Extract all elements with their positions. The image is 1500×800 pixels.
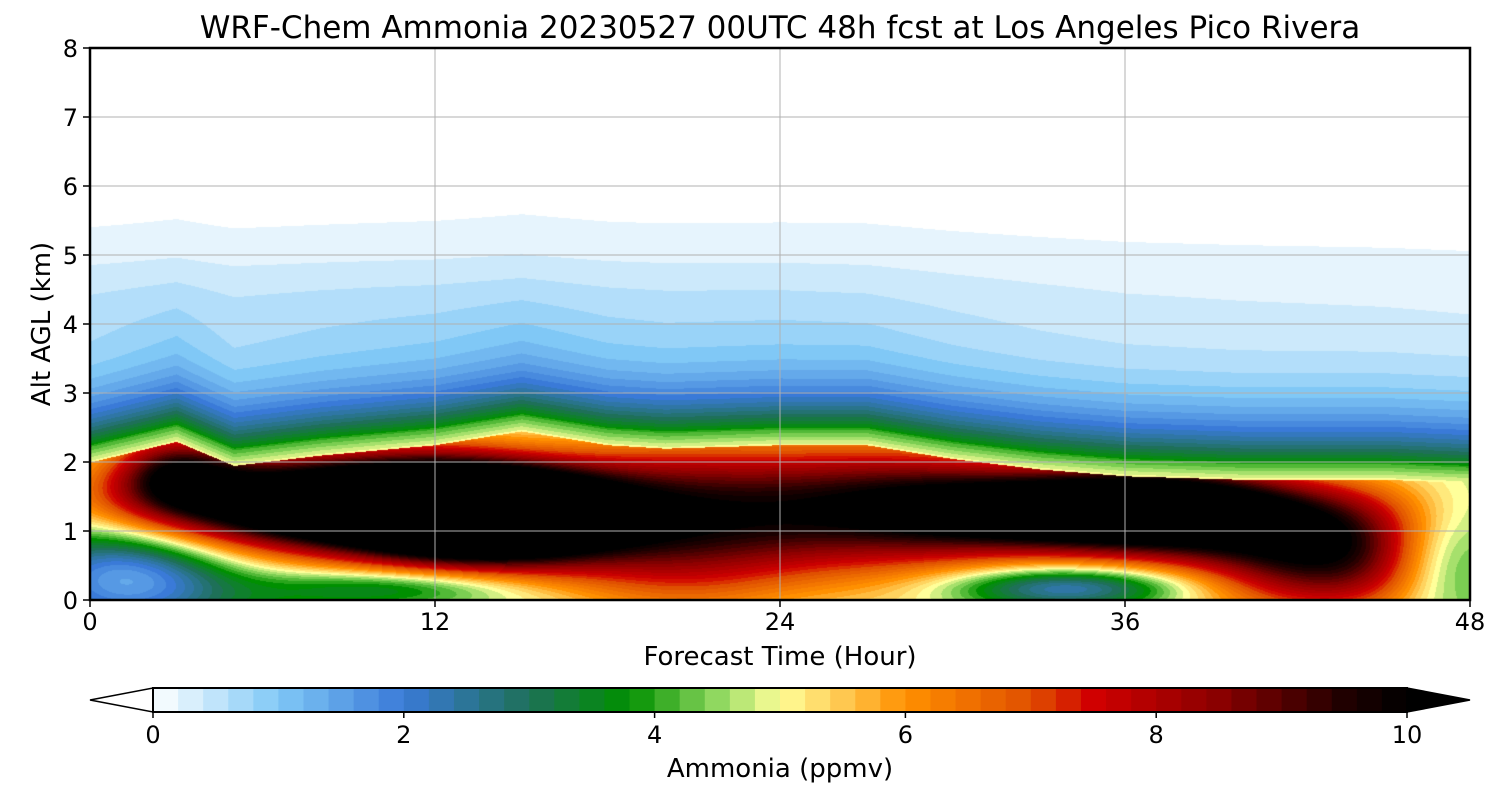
x-tick-label: 24 <box>765 608 796 636</box>
colorbar-segment <box>905 688 932 712</box>
y-axis-label: Alt AGL (km) <box>27 242 57 406</box>
colorbar-segment <box>1131 688 1157 712</box>
colorbar-segment <box>1106 688 1132 712</box>
y-tick-label: 3 <box>63 380 78 408</box>
y-tick-label: 4 <box>63 311 78 339</box>
colorbar-segment <box>754 688 781 712</box>
colorbar-segment <box>554 688 580 712</box>
colorbar-segment <box>1080 688 1107 712</box>
colorbar-segment <box>1030 688 1057 712</box>
colorbar-segment <box>604 688 631 712</box>
colorbar-extend-high <box>1406 687 1471 713</box>
colorbar-segment <box>203 688 229 712</box>
colorbar-tick-label: 2 <box>396 721 411 749</box>
colorbar-segment <box>403 688 430 712</box>
grid-lines <box>90 48 1470 600</box>
colorbar-tick-label: 10 <box>1392 721 1423 749</box>
y-tick-label: 6 <box>63 173 78 201</box>
x-tick-label: 48 <box>1455 608 1486 636</box>
colorbar-tick-label: 0 <box>145 721 160 749</box>
colorbar-segment <box>980 688 1007 712</box>
colorbar-segment <box>353 688 380 712</box>
colorbar-segment <box>428 688 455 712</box>
colorbar-segment <box>303 688 330 712</box>
colorbar-segment <box>930 688 957 712</box>
colorbar-segment <box>855 688 881 712</box>
colorbar-segment <box>253 688 279 712</box>
colorbar-segment <box>1331 688 1358 712</box>
y-tick-label: 1 <box>63 518 78 546</box>
colorbar-segment <box>378 688 405 712</box>
colorbar-label: Ammonia (ppmv) <box>667 754 893 784</box>
chart-title: WRF-Chem Ammonia 20230527 00UTC 48h fcst… <box>200 10 1361 46</box>
colorbar-tick-label: 8 <box>1149 721 1164 749</box>
colorbar-frame <box>152 687 1408 713</box>
colorbar-segment <box>1206 688 1233 712</box>
x-tick-label: 12 <box>420 608 451 636</box>
colorbar-segment <box>1156 688 1182 712</box>
colorbar-segment <box>955 688 982 712</box>
colorbar-segment <box>679 688 706 712</box>
colorbar-tick-label: 6 <box>898 721 913 749</box>
colorbar-segment <box>729 688 756 712</box>
colorbar-segment <box>1005 688 1032 712</box>
colorbar-segment <box>504 688 530 712</box>
y-axis: 0 1 2 3 4 5 6 7 8 <box>63 35 90 615</box>
colorbar-segment <box>529 688 555 712</box>
x-axis: 0 12 24 36 48 <box>82 600 1485 636</box>
colorbar-segment <box>453 688 480 712</box>
colorbar-segment <box>579 688 606 712</box>
x-tick-label: 0 <box>82 608 97 636</box>
colorbar-segment <box>1281 688 1308 712</box>
x-tick-label: 36 <box>1110 608 1141 636</box>
colorbar-segment <box>328 688 355 712</box>
y-tick-label: 0 <box>63 587 78 615</box>
x-axis-label: Forecast Time (Hour) <box>643 642 916 672</box>
y-tick-label: 7 <box>63 104 78 132</box>
y-tick-label: 2 <box>63 449 78 477</box>
colorbar-segment <box>780 688 806 712</box>
colorbar-segment <box>1356 688 1383 712</box>
colorbar-tick-label: 4 <box>647 721 662 749</box>
colorbar-extend-low <box>89 687 154 713</box>
colorbar: 0 2 4 6 8 10 <box>89 687 1471 749</box>
colorbar-segment <box>178 688 204 712</box>
colorbar-segment <box>153 688 179 712</box>
colorbar-segment <box>1181 688 1207 712</box>
colorbar-segment <box>704 688 731 712</box>
colorbar-segment <box>1306 688 1333 712</box>
colorbar-segment <box>1231 688 1258 712</box>
y-tick-label: 5 <box>63 242 78 270</box>
y-tick-label: 8 <box>63 35 78 63</box>
colorbar-segment <box>830 688 856 712</box>
colorbar-segment <box>278 688 305 712</box>
colorbar-segment <box>228 688 254 712</box>
colorbar-segment <box>1256 688 1283 712</box>
colorbar-segment <box>479 688 505 712</box>
colorbar-segment <box>1381 688 1408 712</box>
colorbar-segment <box>1055 688 1082 712</box>
colorbar-segment <box>880 688 906 712</box>
colorbar-segment <box>629 688 656 712</box>
colorbar-segment <box>805 688 831 712</box>
colorbar-segment <box>654 688 681 712</box>
